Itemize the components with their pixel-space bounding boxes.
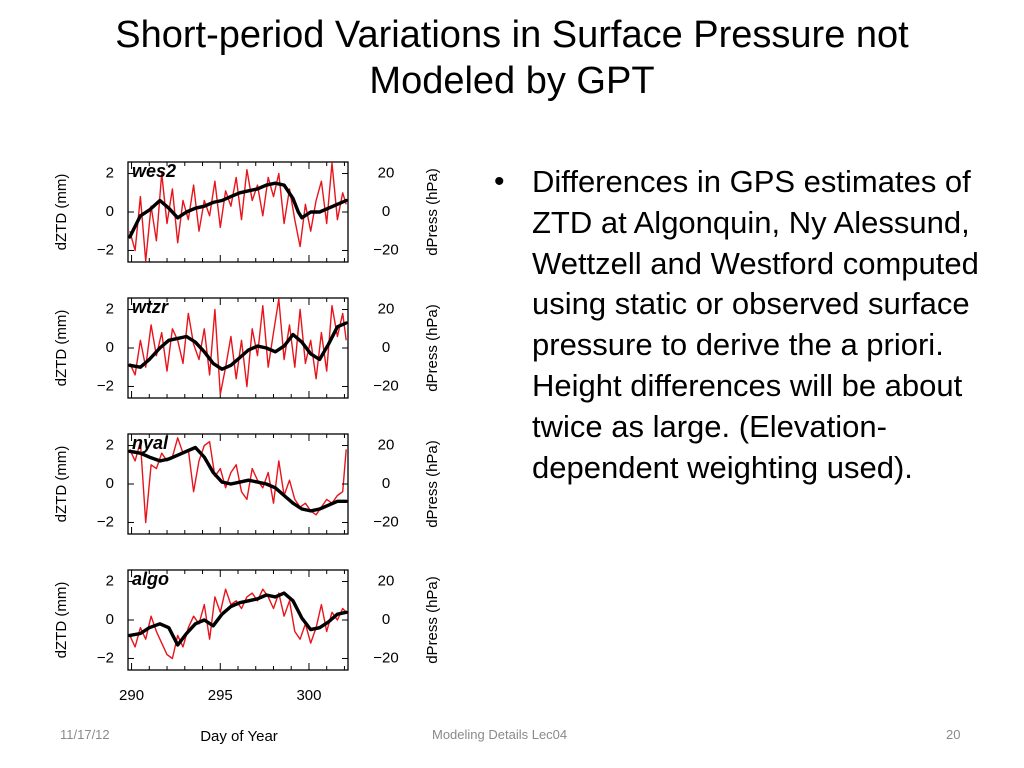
right-y-tick-label: 20 xyxy=(378,165,395,182)
x-tick-label: 300 xyxy=(296,687,321,704)
footer-page-number: 20 xyxy=(946,727,961,742)
x-axis-title: Day of Year xyxy=(200,728,278,745)
right-axis-title: dPress (hPa) xyxy=(424,304,441,392)
station-label: nyal xyxy=(132,433,169,453)
station-label: algo xyxy=(132,569,169,589)
left-y-tick-label: 2 xyxy=(106,437,114,454)
left-axis-title: dZTD (mm) xyxy=(53,582,70,659)
left-y-tick-label: 0 xyxy=(106,339,114,356)
footer-date: 11/17/12 xyxy=(60,727,110,742)
right-axis-title: dPress (hPa) xyxy=(424,576,441,664)
bullet-list: • Differences in GPS estimates of ZTD at… xyxy=(492,162,992,488)
left-y-tick-label: 0 xyxy=(106,611,114,628)
left-y-tick-label: −2 xyxy=(97,513,114,530)
left-y-tick-label: 2 xyxy=(106,301,114,318)
left-axis-title: dZTD (mm) xyxy=(53,174,70,251)
left-axis-title: dZTD (mm) xyxy=(53,446,70,523)
left-y-tick-label: −2 xyxy=(97,377,114,394)
right-y-tick-label: 20 xyxy=(378,437,395,454)
right-y-tick-label: 0 xyxy=(382,611,390,628)
left-y-tick-label: −2 xyxy=(97,649,114,666)
left-y-tick-label: 0 xyxy=(106,203,114,220)
ztd-series-line xyxy=(128,321,348,371)
bullet-item: • Differences in GPS estimates of ZTD at… xyxy=(492,162,992,488)
right-y-tick-label: 20 xyxy=(378,301,395,318)
right-y-tick-label: −20 xyxy=(373,649,398,666)
ztd-series-line xyxy=(128,591,348,647)
station-label: wtzr xyxy=(132,297,169,317)
x-tick-label: 290 xyxy=(119,687,144,704)
ztd-series-line xyxy=(128,445,348,513)
title-line-2: Modeled by GPT xyxy=(369,60,655,102)
pressure-series-line xyxy=(129,162,347,262)
right-y-tick-label: −20 xyxy=(373,241,398,258)
station-label: wes2 xyxy=(132,161,176,181)
bullet-glyph: • xyxy=(494,165,505,198)
left-y-tick-label: 2 xyxy=(106,573,114,590)
x-tick-label: 295 xyxy=(208,687,233,704)
right-y-tick-label: 0 xyxy=(382,339,390,356)
right-axis-title: dPress (hPa) xyxy=(424,440,441,528)
right-y-tick-label: −20 xyxy=(373,377,398,394)
right-axis-title: dPress (hPa) xyxy=(424,168,441,256)
left-axis-title: dZTD (mm) xyxy=(53,310,70,387)
left-y-tick-label: 0 xyxy=(106,475,114,492)
bullet-text: Differences in GPS estimates of ZTD at A… xyxy=(532,164,979,485)
slide-title: Short-period Variations in Surface Press… xyxy=(40,12,984,104)
ztd-series-line xyxy=(128,181,348,239)
right-y-tick-label: 0 xyxy=(382,203,390,220)
title-line-1: Short-period Variations in Surface Press… xyxy=(115,14,909,56)
left-y-tick-label: −2 xyxy=(97,241,114,258)
right-y-tick-label: −20 xyxy=(373,513,398,530)
right-y-tick-label: 20 xyxy=(378,573,395,590)
panel-frame xyxy=(127,569,349,671)
footer-center-text: Modeling Details Lec04 xyxy=(432,727,568,742)
left-y-tick-label: 2 xyxy=(106,165,114,182)
right-y-tick-label: 0 xyxy=(382,475,390,492)
